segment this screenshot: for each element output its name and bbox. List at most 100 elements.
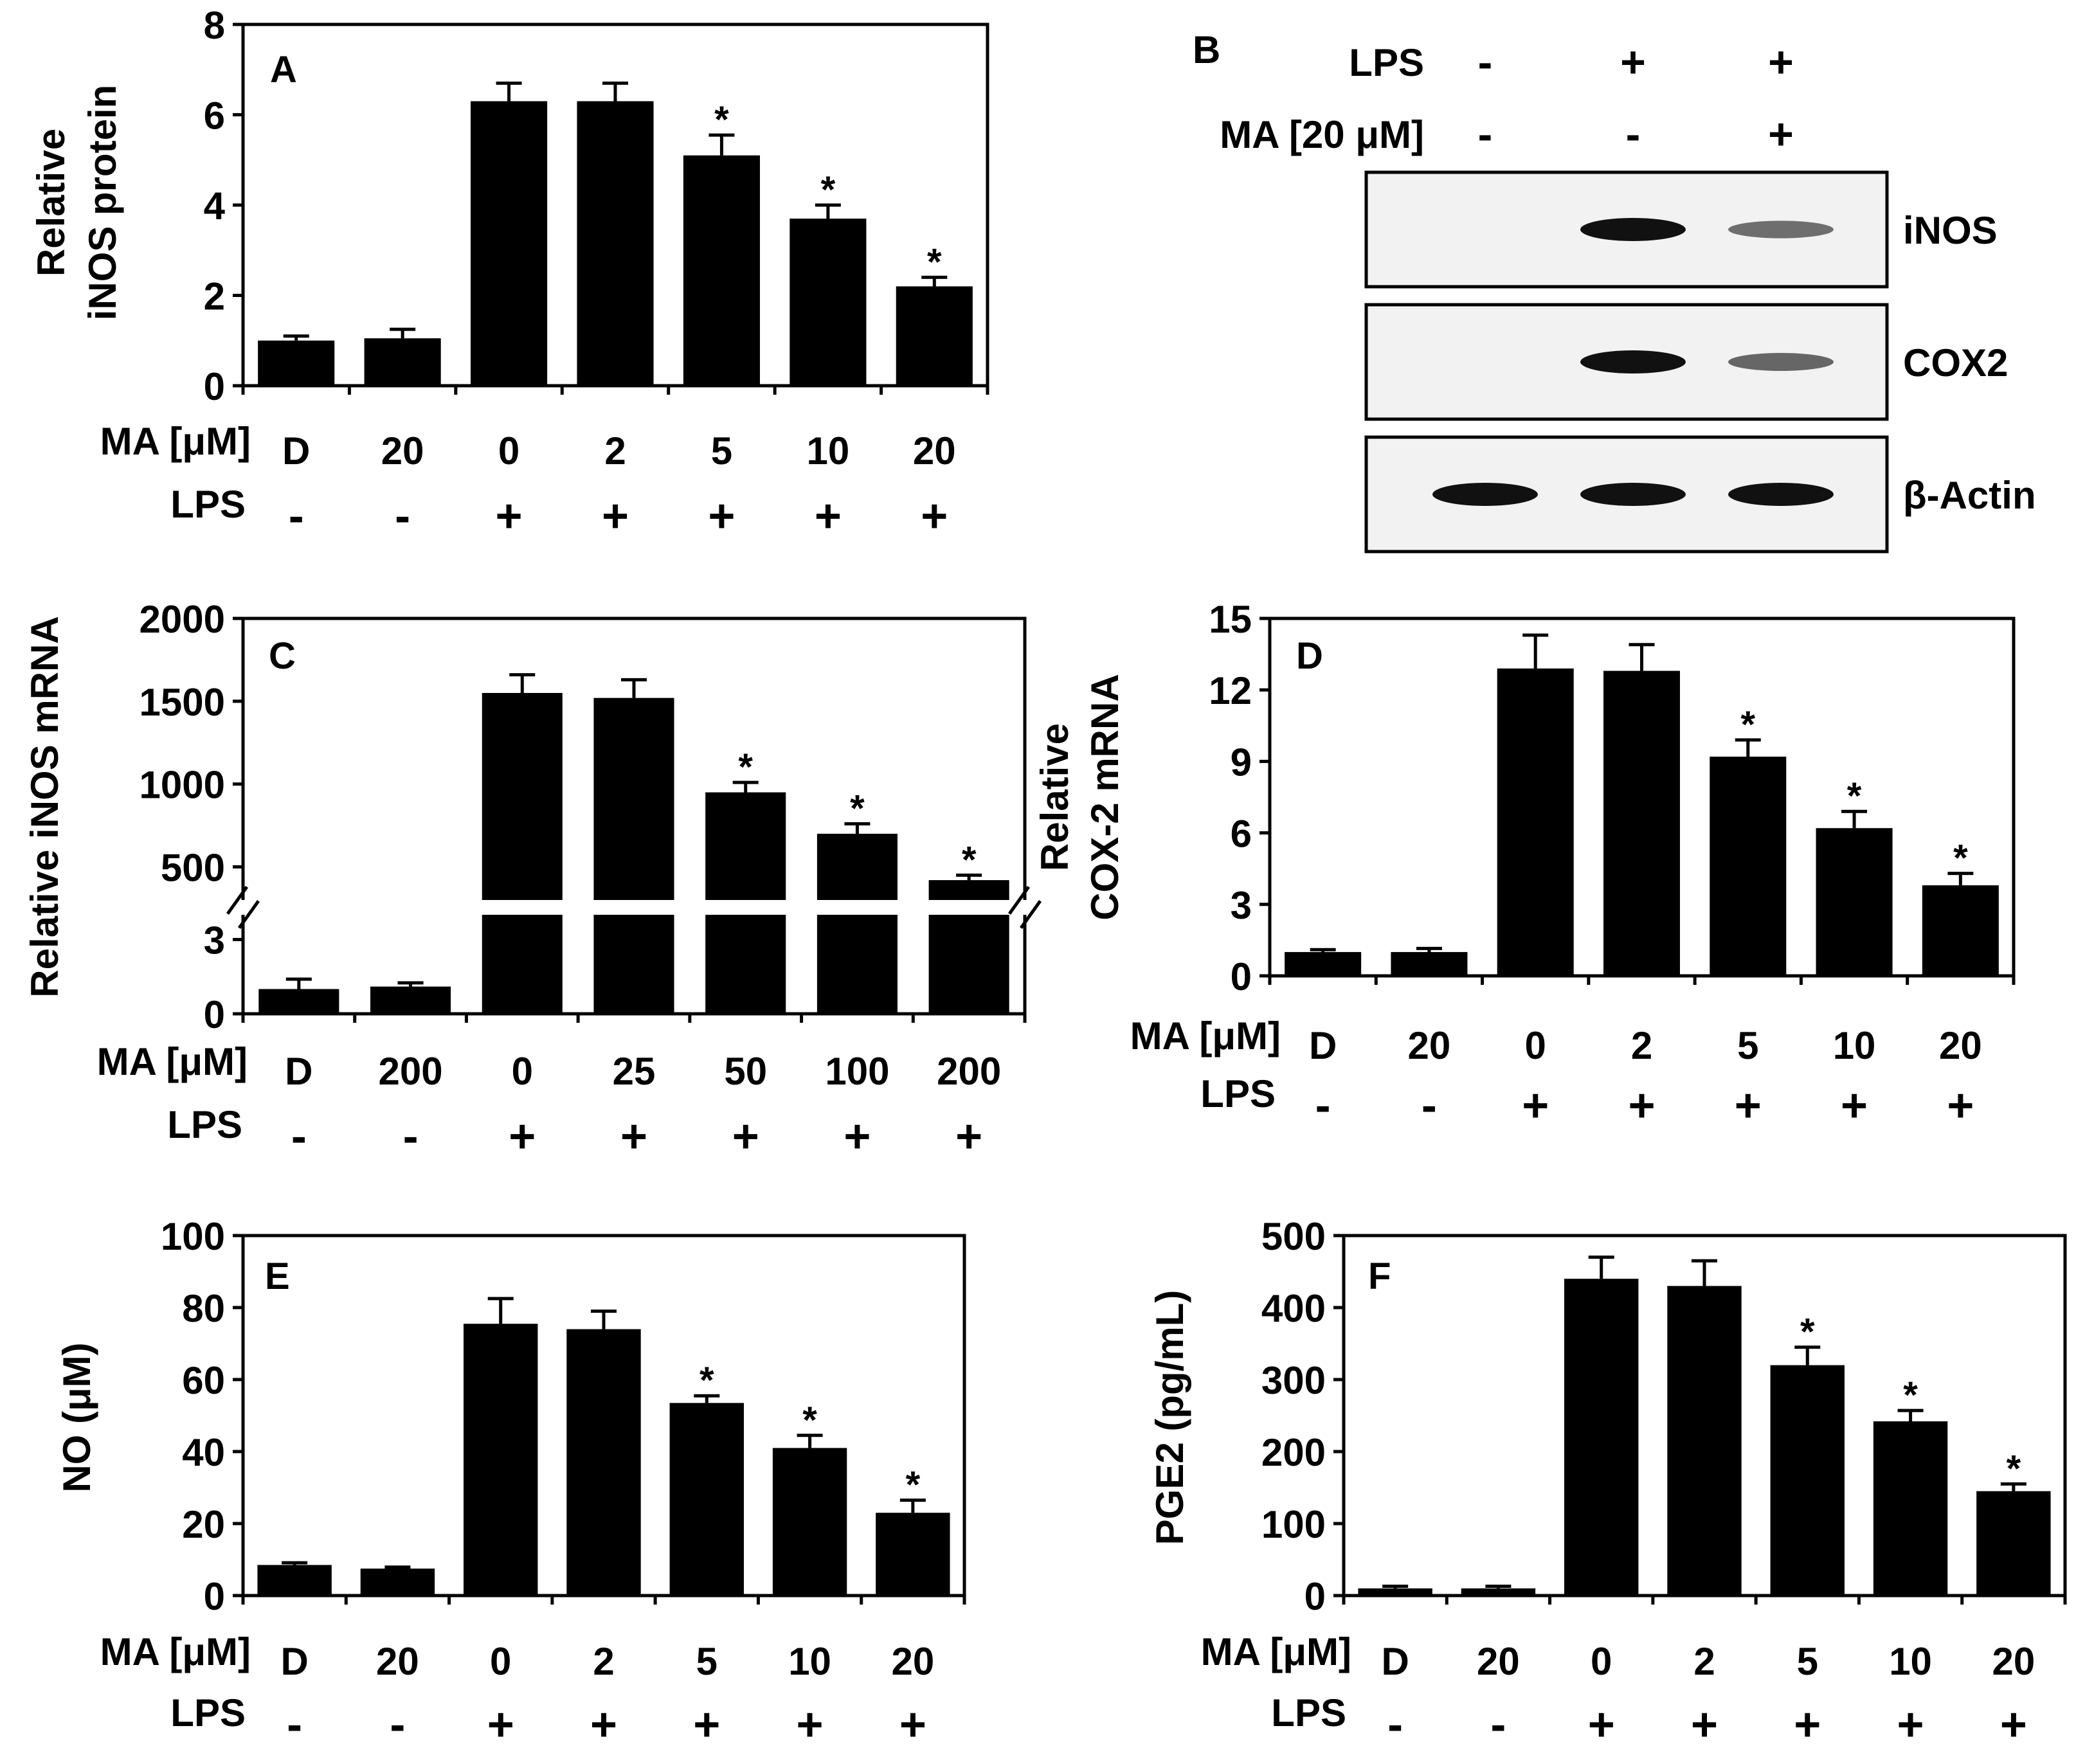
ma-value: 20 — [1477, 1640, 1520, 1683]
ma-value: 20 — [913, 429, 956, 473]
lps-value: + — [1735, 1080, 1762, 1131]
axis-break-mark — [237, 900, 260, 929]
ma-value: 50 — [724, 1050, 767, 1093]
lps-row-label: LPS — [170, 1691, 246, 1734]
bar — [896, 286, 973, 386]
significance-star: * — [1903, 1374, 1918, 1416]
y-tick-label: 60 — [182, 1359, 225, 1402]
lps-value: - — [1490, 1699, 1506, 1751]
lps-value: + — [815, 491, 842, 542]
y-tick-label: 0 — [204, 1575, 225, 1618]
bar — [464, 1324, 538, 1596]
bar — [566, 1329, 641, 1596]
blot-protein-label: iNOS — [1903, 209, 1998, 252]
bar — [1770, 1365, 1845, 1596]
ma-value: 10 — [1889, 1640, 1932, 1683]
ma-value: 0 — [512, 1050, 533, 1093]
lps-value: - — [1315, 1080, 1331, 1131]
significance-star: * — [1800, 1311, 1815, 1353]
significance-star: * — [927, 241, 942, 283]
chart-panel-a: 0 2 4 6 8 * * * A Relative iNOS protein MA [μM] LPS D… — [30, 4, 989, 542]
ma-value: 2 — [1693, 1640, 1715, 1683]
ma-value: 25 — [613, 1050, 656, 1093]
chart-panel-d: 0 3 6 9 12 15 * * * D Relative COX-2 mRNA MA [μM] LPS… — [1033, 598, 2016, 1131]
bar — [370, 986, 451, 1014]
panel-letter: D — [1296, 635, 1323, 677]
ma-row-label: MA [μM] — [100, 1630, 251, 1673]
ma-value: D — [1381, 1640, 1409, 1683]
lps-value: + — [955, 1111, 982, 1162]
blot-lps-label: LPS — [1349, 41, 1424, 84]
lps-value: + — [1691, 1699, 1718, 1751]
bar — [790, 219, 867, 386]
ma-row-label: MA [μM] — [97, 1040, 248, 1083]
blot-protein-label: COX2 — [1903, 341, 2008, 384]
bar — [482, 692, 563, 1014]
y-tick-label: 0 — [204, 993, 225, 1036]
lps-value: + — [2000, 1699, 2027, 1751]
ma-value: D — [285, 1050, 312, 1093]
ma-value: D — [282, 429, 310, 473]
lps-value: + — [1947, 1080, 1974, 1131]
y-tick-label: 15 — [1209, 598, 1252, 641]
blot-protein-label: β-Actin — [1903, 474, 2036, 517]
blot-band — [1432, 483, 1538, 506]
blot-ma-value: - — [1478, 110, 1493, 159]
bar — [1461, 1588, 1536, 1596]
lps-value: + — [921, 491, 948, 542]
blot-lps-value: - — [1478, 38, 1493, 87]
y-tick-label: 40 — [182, 1431, 225, 1474]
bar — [577, 101, 654, 386]
lps-value: + — [1841, 1080, 1868, 1131]
lps-row-label: LPS — [1271, 1691, 1346, 1734]
ma-value: 2 — [593, 1640, 614, 1683]
significance-star: * — [821, 169, 836, 211]
lps-value: + — [708, 491, 735, 542]
chart-panel-e: 0 20 40 60 80 100 * * * E NO (μM) MA [μM] LPS D - 20 - 0 +… — [55, 1215, 966, 1751]
y-tick-label: 80 — [182, 1287, 225, 1330]
y-axis-label: Relative — [1033, 723, 1076, 871]
lps-row-label: LPS — [170, 483, 246, 526]
lps-value: + — [1588, 1699, 1615, 1751]
lps-value: + — [496, 491, 523, 542]
y-axis-label: Relative — [30, 129, 73, 276]
bar — [364, 338, 441, 386]
y-tick-label: 1000 — [140, 764, 225, 807]
bar — [1816, 828, 1893, 976]
ma-row-label: MA [μM] — [1130, 1014, 1281, 1058]
ma-value: 20 — [1408, 1024, 1451, 1067]
significance-star: * — [802, 1400, 817, 1441]
axis-break-mark — [1019, 900, 1042, 929]
lps-value: + — [509, 1111, 536, 1162]
significance-star: * — [906, 1464, 921, 1506]
y-tick-label: 2000 — [140, 598, 225, 641]
y-tick-label: 4 — [204, 184, 226, 228]
lps-row-label: LPS — [167, 1103, 242, 1146]
bar — [1358, 1588, 1432, 1596]
blot-ma-label: MA [20 μM] — [1220, 113, 1424, 156]
axis-break-mark — [226, 886, 249, 915]
axis-break-gap — [237, 900, 1031, 915]
y-tick-label: 100 — [1261, 1503, 1326, 1546]
ma-row-label: MA [μM] — [100, 420, 251, 463]
blot-lps-value: + — [1768, 38, 1794, 87]
ma-value: 0 — [1591, 1640, 1612, 1683]
lps-value: + — [1522, 1080, 1549, 1131]
y-axis-label: PGE2 (pg/mL) — [1148, 1290, 1191, 1545]
lps-value: + — [590, 1699, 617, 1751]
bar — [593, 698, 674, 1014]
y-axis-label: NO (μM) — [55, 1342, 98, 1492]
y-tick-label: 9 — [1231, 741, 1252, 784]
panel-letter: C — [269, 635, 296, 677]
ma-value: 20 — [381, 429, 424, 473]
lps-value: - — [403, 1111, 419, 1162]
ma-value: 200 — [937, 1050, 1001, 1093]
panel-letter: E — [265, 1256, 290, 1297]
ma-value: 5 — [1737, 1024, 1758, 1067]
bar — [257, 1565, 332, 1596]
ma-value: 5 — [696, 1640, 718, 1683]
panel-letter: A — [270, 49, 297, 91]
y-tick-label: 200 — [1261, 1431, 1326, 1474]
lps-value: + — [844, 1111, 871, 1162]
